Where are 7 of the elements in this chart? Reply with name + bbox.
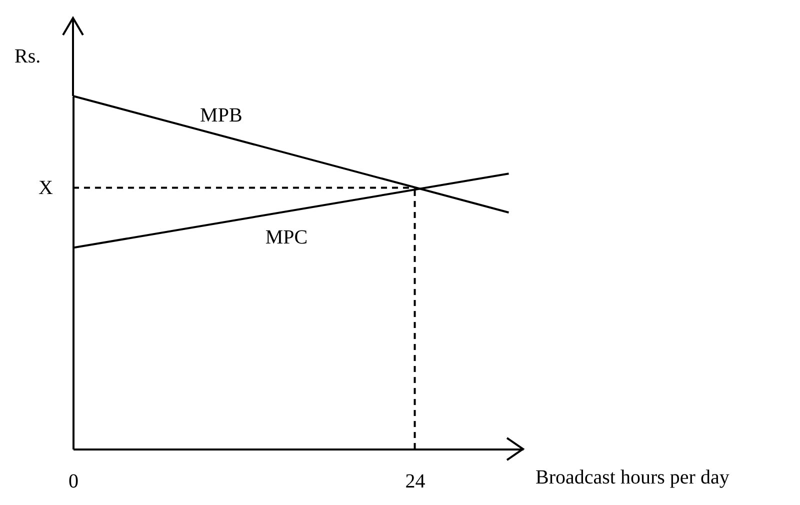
x-tick-label: 24 — [405, 470, 426, 492]
series-label: MPB — [200, 104, 242, 127]
y-axis-title: Rs. — [14, 46, 41, 68]
ref-line-label: X — [38, 176, 54, 199]
x-axis-title: Broadcast hours per day — [536, 466, 730, 488]
x-tick-label: 0 — [68, 470, 78, 492]
series-label: MPC — [265, 226, 308, 248]
